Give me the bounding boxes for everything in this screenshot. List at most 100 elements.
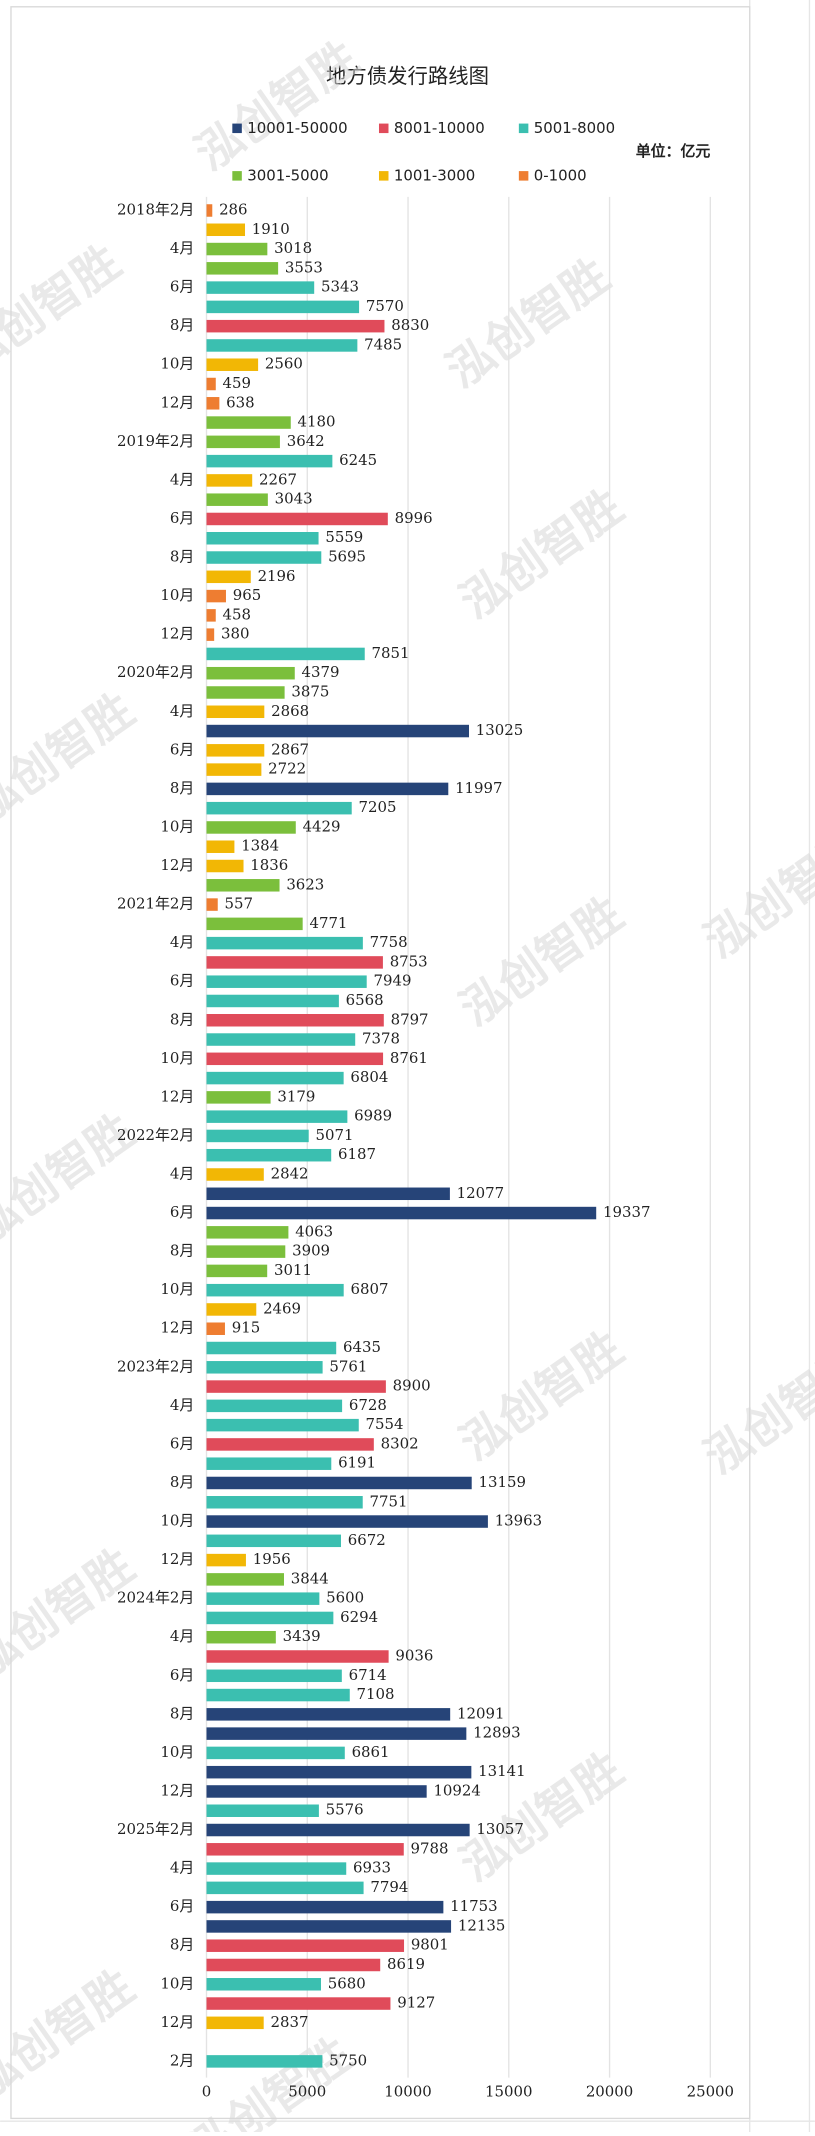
value-label: 6728 bbox=[349, 1396, 387, 1414]
y-tick-label: 4月 bbox=[170, 1859, 194, 1877]
value-label: 9036 bbox=[395, 1647, 433, 1665]
chart-title: 地方债发行路线图 bbox=[326, 64, 489, 88]
bar bbox=[206, 416, 291, 429]
bar bbox=[206, 1322, 225, 1335]
value-label: 2196 bbox=[258, 567, 296, 585]
y-tick-label: 8月 bbox=[170, 1242, 194, 1260]
bar bbox=[206, 686, 285, 699]
y-tick-label: 10月 bbox=[160, 1280, 194, 1298]
value-label: 5680 bbox=[328, 1974, 366, 1992]
bar bbox=[206, 1226, 289, 1239]
legend-swatch bbox=[232, 123, 242, 134]
y-tick-label: 4月 bbox=[170, 1627, 194, 1645]
bar bbox=[206, 879, 280, 892]
value-label: 7851 bbox=[372, 644, 410, 662]
bar bbox=[206, 1939, 405, 1952]
value-label: 6989 bbox=[354, 1107, 392, 1125]
legend-swatch bbox=[518, 123, 529, 134]
value-label: 458 bbox=[223, 605, 251, 623]
y-tick-label: 12月 bbox=[160, 1319, 194, 1337]
unit-label: 单位：亿元 bbox=[636, 142, 711, 160]
value-label: 13963 bbox=[495, 1512, 542, 1530]
value-label: 7108 bbox=[357, 1685, 395, 1703]
bar bbox=[206, 223, 246, 237]
value-label: 5576 bbox=[326, 1801, 364, 1819]
value-label: 4429 bbox=[303, 817, 341, 835]
value-label: 8797 bbox=[391, 1010, 429, 1028]
legend-swatch bbox=[378, 171, 389, 181]
bar bbox=[206, 1303, 257, 1316]
bar bbox=[206, 1881, 364, 1895]
bar bbox=[206, 821, 296, 834]
bar bbox=[206, 1168, 264, 1181]
value-label: 1910 bbox=[252, 220, 290, 238]
bar bbox=[206, 744, 265, 757]
value-label: 2867 bbox=[271, 740, 309, 758]
value-label: 8761 bbox=[390, 1049, 428, 1067]
value-label: 7378 bbox=[362, 1030, 400, 1048]
y-tick-label: 4月 bbox=[170, 470, 194, 488]
bar bbox=[206, 551, 322, 564]
value-label: 19337 bbox=[603, 1203, 650, 1221]
value-label: 6804 bbox=[350, 1068, 388, 1086]
bar bbox=[206, 1245, 286, 1258]
value-label: 3642 bbox=[287, 432, 325, 450]
bar bbox=[206, 801, 352, 815]
bar bbox=[206, 1785, 427, 1798]
bar bbox=[206, 1476, 472, 1490]
bar bbox=[206, 1418, 359, 1432]
y-tick-label: 8月 bbox=[170, 779, 194, 797]
value-label: 4180 bbox=[298, 413, 336, 431]
y-tick-label: 4月 bbox=[170, 239, 194, 257]
bar bbox=[206, 647, 365, 661]
value-label: 3553 bbox=[285, 258, 323, 276]
value-label: 7751 bbox=[370, 1492, 408, 1510]
y-tick-label: 12月 bbox=[160, 1781, 194, 1799]
bar bbox=[206, 1110, 348, 1123]
value-label: 1836 bbox=[250, 856, 288, 874]
bar bbox=[206, 975, 367, 988]
value-label: 8996 bbox=[395, 509, 433, 527]
y-tick-label: 2024年2月 bbox=[117, 1589, 194, 1607]
value-label: 3043 bbox=[275, 490, 313, 508]
bar bbox=[206, 1341, 337, 1355]
value-label: 915 bbox=[232, 1319, 260, 1337]
value-label: 7758 bbox=[370, 933, 408, 951]
bar bbox=[206, 1978, 321, 1991]
y-tick-label: 2018年2月 bbox=[117, 200, 194, 218]
bar bbox=[206, 512, 388, 526]
x-tick-label: 10000 bbox=[384, 2083, 431, 2101]
bar bbox=[206, 936, 363, 950]
y-tick-label: 4月 bbox=[170, 702, 194, 720]
value-label: 6294 bbox=[340, 1608, 378, 1626]
bar bbox=[206, 724, 470, 738]
value-label: 1384 bbox=[241, 837, 279, 855]
y-tick-label: 2020年2月 bbox=[117, 663, 194, 681]
legend-swatch bbox=[378, 123, 389, 134]
value-label: 1956 bbox=[253, 1550, 291, 1568]
bar bbox=[206, 1148, 332, 1162]
value-label: 5761 bbox=[329, 1357, 367, 1375]
bar bbox=[206, 493, 268, 506]
bar bbox=[206, 300, 360, 314]
value-label: 13141 bbox=[478, 1762, 525, 1780]
bar bbox=[206, 1650, 389, 1663]
y-tick-label: 4月 bbox=[170, 1164, 194, 1182]
bar bbox=[206, 358, 259, 371]
bar bbox=[206, 994, 339, 1008]
value-label: 3909 bbox=[292, 1242, 330, 1260]
value-label: 2837 bbox=[270, 2013, 308, 2031]
y-tick-label: 2019年2月 bbox=[117, 432, 194, 450]
bar bbox=[206, 1438, 374, 1451]
value-label: 5559 bbox=[325, 528, 363, 546]
value-label: 3018 bbox=[274, 239, 312, 257]
value-label: 7205 bbox=[359, 798, 397, 816]
value-label: 9788 bbox=[411, 1839, 449, 1857]
value-label: 2868 bbox=[271, 702, 309, 720]
legend-label: 3001-5000 bbox=[247, 167, 328, 185]
bar bbox=[206, 1862, 347, 1875]
value-label: 5750 bbox=[329, 2051, 367, 2069]
bar bbox=[206, 1515, 488, 1528]
bar bbox=[206, 397, 220, 410]
value-label: 6191 bbox=[338, 1454, 376, 1472]
